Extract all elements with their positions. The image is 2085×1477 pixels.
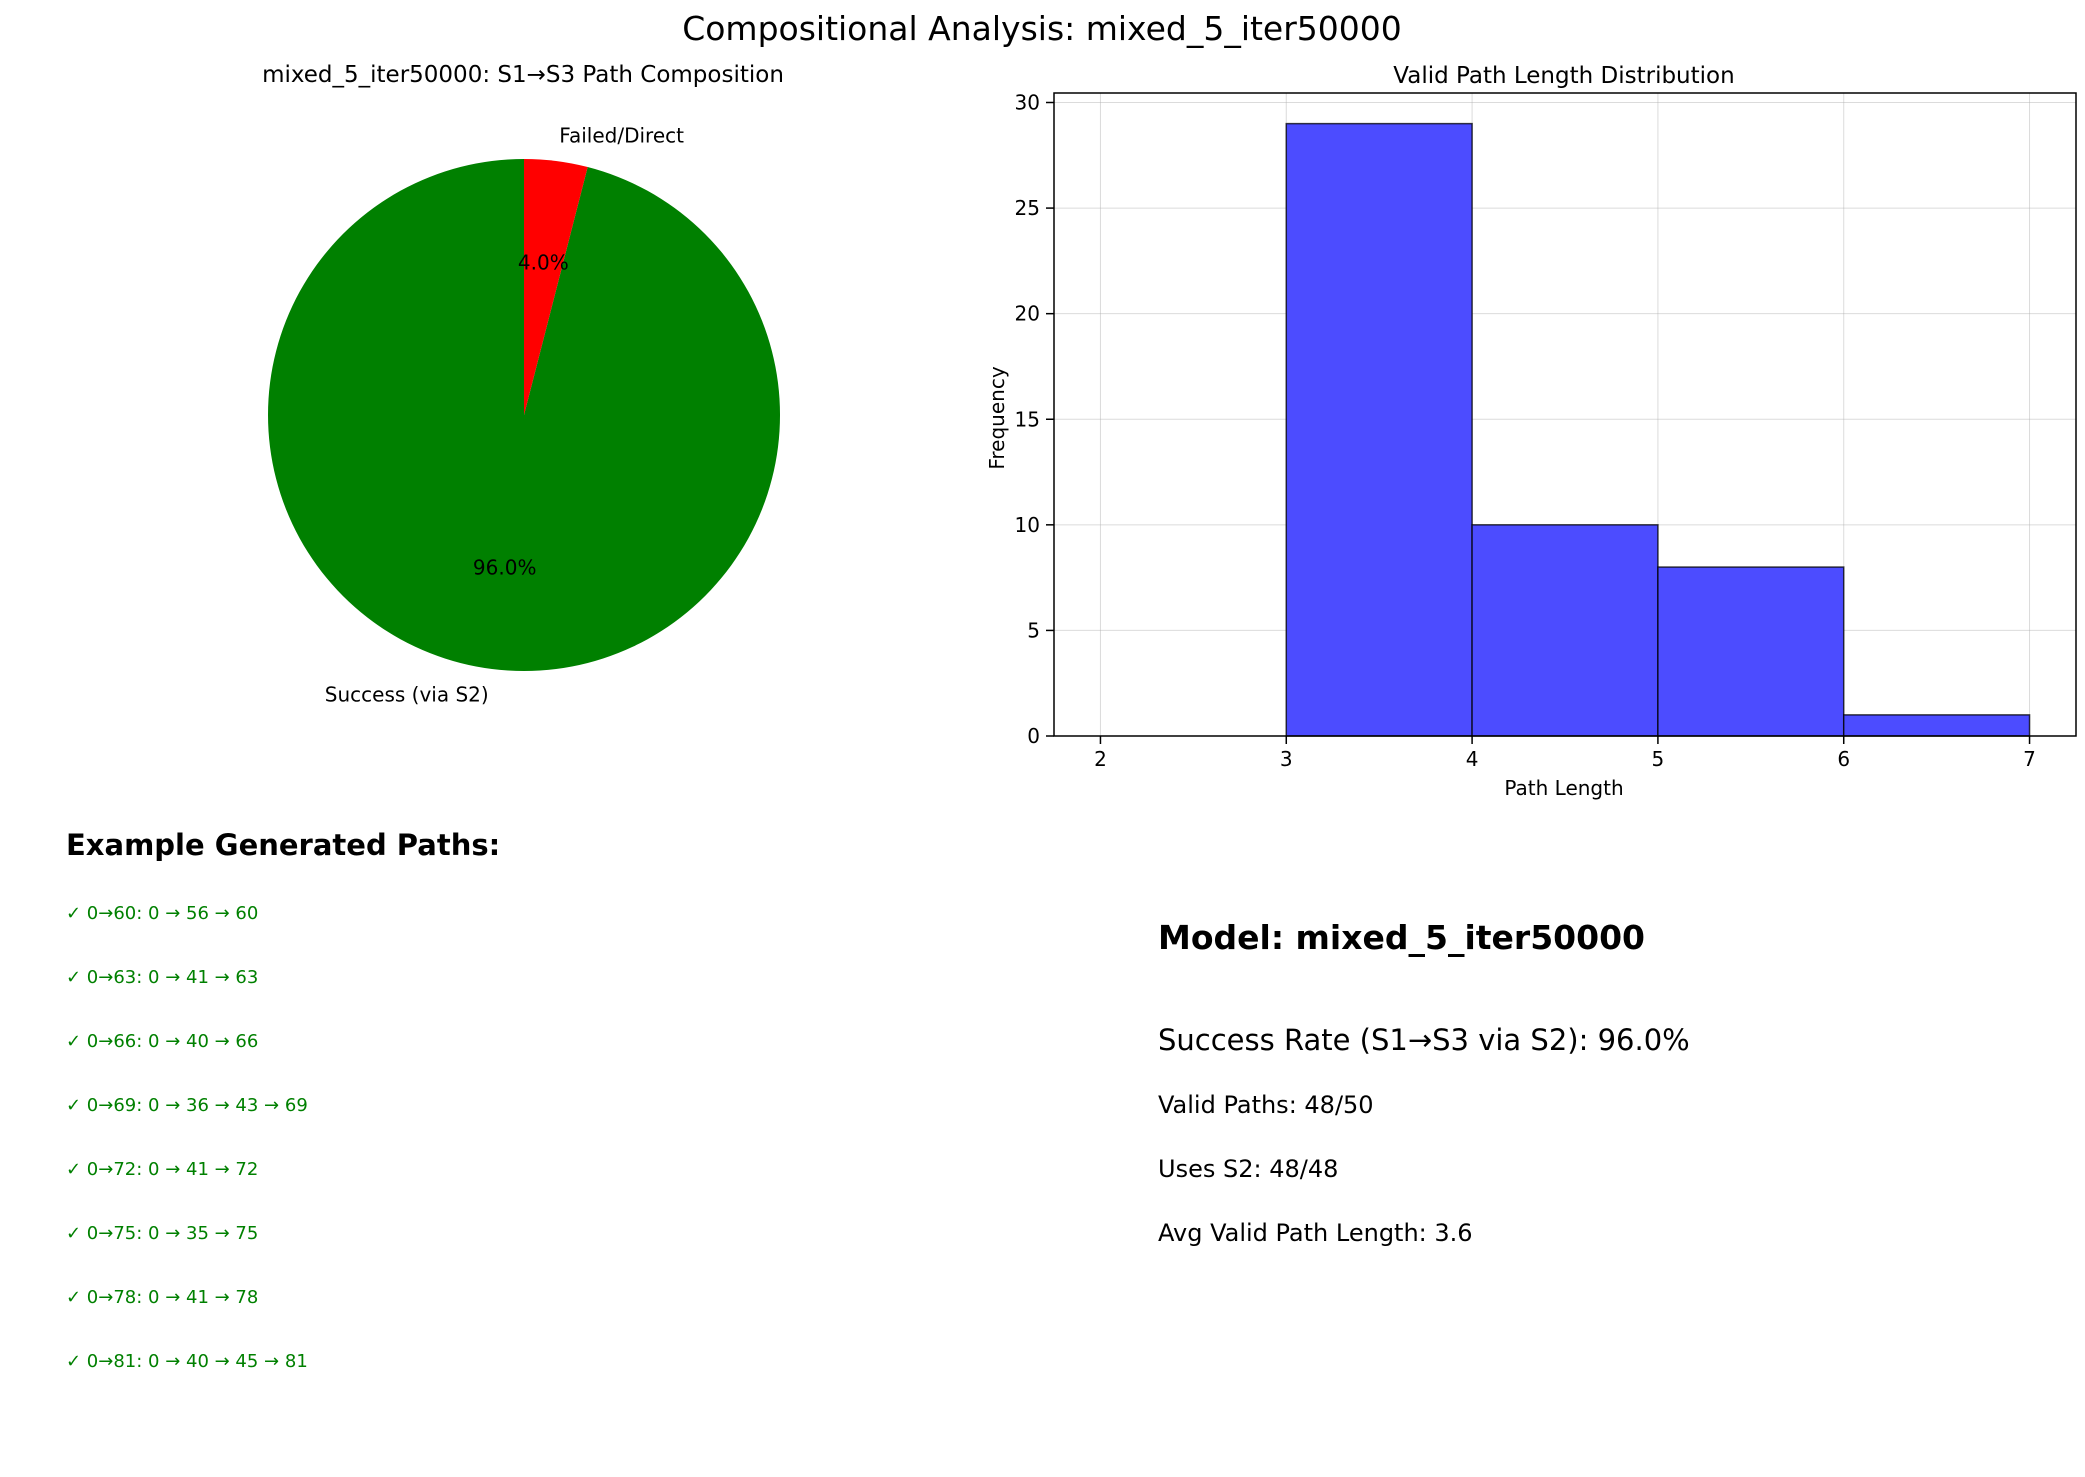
- y-tick-label-6: 30: [1015, 91, 1040, 115]
- model-name: Model: mixed_5_iter50000: [1158, 918, 1646, 957]
- x-tick-label-1: 3: [1280, 747, 1293, 771]
- valid-paths-stat: Valid Paths: 48/50: [1158, 1091, 1374, 1119]
- pie-label-1: Failed/Direct: [559, 124, 684, 148]
- path-item-2: ✓ 0→66: 0 → 40 → 66: [66, 1031, 259, 1052]
- path-item-5: ✓ 0→75: 0 → 35 → 75: [66, 1223, 259, 1244]
- x-tick-label-3: 5: [1652, 747, 1665, 771]
- y-tick-label-5: 25: [1015, 196, 1040, 220]
- x-tick-label-5: 7: [2023, 747, 2036, 771]
- path-item-4: ✓ 0→72: 0 → 41 → 72: [66, 1159, 259, 1180]
- x-tick-label-2: 4: [1466, 747, 1479, 771]
- path-item-3: ✓ 0→69: 0 → 36 → 43 → 69: [66, 1095, 308, 1116]
- pie-slice-1: [524, 159, 588, 415]
- histogram-chart: Valid Path Length Distribution Path Leng…: [985, 63, 2077, 800]
- histogram-ylabel: Frequency: [985, 366, 1009, 469]
- x-tick-label-4: 6: [1837, 747, 1850, 771]
- pie-label-0: Success (via S2): [325, 682, 489, 706]
- y-tick-label-3: 15: [1015, 407, 1040, 431]
- x-tick-label-0: 2: [1094, 747, 1107, 771]
- path-item-7: ✓ 0→81: 0 → 40 → 45 → 81: [66, 1351, 308, 1372]
- histogram-axes-frame: [1053, 92, 2077, 737]
- histogram-bar-3-4: [1285, 122, 1473, 737]
- pie-title: mixed_5_iter50000: S1→S3 Path Compositio…: [262, 62, 784, 88]
- avg-length-stat: Avg Valid Path Length: 3.6: [1158, 1219, 1473, 1247]
- pie-pct-label-1: 4.0%: [518, 251, 569, 275]
- histogram-bar-4-5: [1471, 524, 1659, 737]
- y-tick-label-4: 20: [1015, 302, 1040, 326]
- y-tick-label-1: 5: [1027, 618, 1040, 642]
- y-tick-label-0: 0: [1027, 724, 1040, 748]
- success-rate-stat: Success Rate (S1→S3 via S2): 96.0%: [1158, 1023, 1690, 1057]
- histogram-xlabel: Path Length: [1504, 776, 1623, 800]
- path-item-1: ✓ 0→63: 0 → 41 → 63: [66, 967, 259, 988]
- path-item-0: ✓ 0→60: 0 → 56 → 60: [66, 903, 259, 924]
- y-tick-label-2: 10: [1015, 513, 1040, 537]
- histogram-title: Valid Path Length Distribution: [1393, 63, 1734, 89]
- path-item-6: ✓ 0→78: 0 → 41 → 78: [66, 1287, 259, 1308]
- uses-s2-stat: Uses S2: 48/48: [1158, 1155, 1339, 1183]
- histogram-bar-6-7: [1842, 714, 2031, 737]
- pie-slice-0: [268, 159, 781, 672]
- pie-chart: mixed_5_iter50000: S1→S3 Path Compositio…: [262, 62, 784, 706]
- histogram-bar-5-6: [1657, 566, 1845, 737]
- pie-pct-label-0: 96.0%: [473, 555, 537, 579]
- figure-suptitle: Compositional Analysis: mixed_5_iter5000…: [682, 9, 1402, 48]
- paths-section-title: Example Generated Paths:: [66, 828, 501, 862]
